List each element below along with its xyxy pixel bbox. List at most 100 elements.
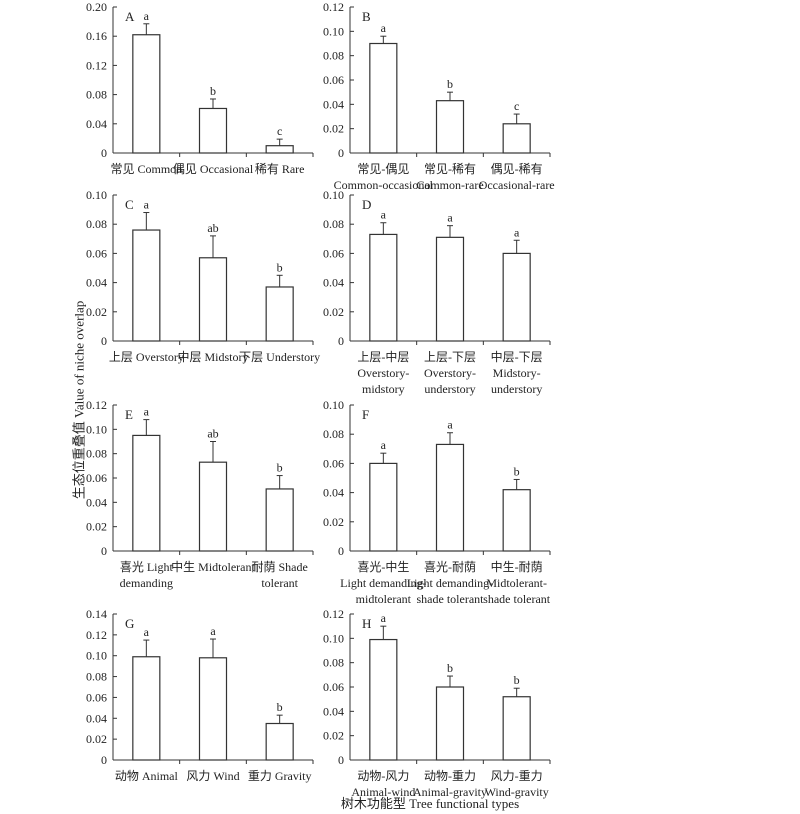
significance-letter: a	[514, 225, 520, 239]
significance-letter: b	[514, 673, 520, 687]
y-tick-label: 0.20	[86, 0, 107, 14]
category-label: understory	[491, 382, 542, 396]
significance-letter: c	[277, 124, 282, 138]
panel-label: A	[125, 9, 135, 24]
y-tick-label: 0.04	[86, 117, 107, 131]
y-tick-label: 0.06	[323, 456, 344, 470]
y-tick-label: 0.02	[323, 515, 344, 529]
y-tick-label: 0.04	[86, 711, 107, 725]
category-label: Wind-gravity	[485, 785, 549, 799]
y-tick-label: 0.10	[323, 398, 344, 412]
bar	[369, 462, 398, 552]
bar	[265, 488, 294, 552]
y-tick-label: 0.02	[86, 305, 107, 319]
bar	[132, 434, 161, 552]
x-axis-title: 树木功能型 Tree functional types	[340, 796, 520, 811]
y-tick-label: 0.10	[86, 422, 107, 436]
category-label: Overstory-	[424, 366, 476, 380]
y-tick-label: 0	[338, 334, 344, 348]
y-tick-label: 0.06	[86, 690, 107, 704]
y-tick-label: 0.04	[323, 97, 344, 111]
category-label: Common-occasional	[334, 178, 434, 192]
category-label: 中生 Midtolerant	[171, 559, 255, 574]
bar	[502, 696, 531, 761]
category-label: shade tolerant	[483, 592, 551, 606]
y-tick-label: 0	[338, 753, 344, 767]
category-label: 喜光 Light	[120, 560, 174, 574]
y-axis-title: 生态位重叠值 Value of niche overlap	[71, 300, 87, 500]
category-label: 中层-下层	[491, 349, 543, 364]
y-tick-label: 0	[338, 146, 344, 160]
category-label: Animal-wind	[351, 785, 415, 799]
category-label: 常见-稀有	[424, 162, 476, 176]
category-label: 稀有 Rare	[255, 162, 305, 176]
bar	[265, 145, 294, 154]
significance-letter: a	[144, 9, 150, 23]
significance-letter: a	[144, 625, 150, 639]
y-tick-label: 0.10	[323, 24, 344, 38]
y-tick-label: 0.04	[323, 486, 344, 500]
y-tick-label: 0.10	[86, 649, 107, 663]
panel-label: C	[125, 197, 134, 212]
significance-letter: a	[144, 198, 150, 212]
panel-label: H	[362, 616, 371, 631]
y-tick-label: 0.16	[86, 29, 107, 43]
bar	[198, 461, 228, 552]
significance-letter: c	[514, 99, 519, 113]
significance-letter: b	[277, 700, 283, 714]
y-tick-label: 0	[338, 544, 344, 558]
significance-letter: a	[381, 208, 387, 222]
category-label: 风力 Wind	[186, 769, 239, 783]
bar	[435, 686, 465, 761]
y-tick-label: 0.06	[86, 246, 107, 260]
category-label: Light demanding-	[340, 576, 426, 590]
y-tick-label: 0	[101, 334, 107, 348]
y-tick-label: 0.06	[323, 73, 344, 87]
category-label: demanding	[120, 576, 173, 590]
y-tick-label: 0.02	[323, 122, 344, 136]
bar	[435, 236, 465, 342]
category-label: Animal-gravity	[413, 785, 487, 799]
category-label: 动物-重力	[424, 769, 476, 783]
category-label: 动物-风力	[357, 769, 409, 783]
category-label: 下层 Understory	[239, 350, 320, 364]
y-tick-label: 0.08	[86, 670, 107, 684]
significance-letter: b	[210, 84, 216, 98]
significance-letter: b	[277, 260, 283, 274]
panel-label: F	[362, 407, 369, 422]
y-tick-label: 0.10	[323, 631, 344, 645]
bar	[265, 722, 294, 761]
y-tick-label: 0.12	[86, 398, 107, 412]
y-tick-label: 0.04	[86, 495, 107, 509]
bar	[435, 443, 465, 552]
bar	[132, 656, 161, 761]
bar	[369, 638, 398, 761]
significance-letter: a	[447, 211, 453, 225]
significance-letter: a	[381, 611, 387, 625]
y-tick-label: 0.08	[323, 49, 344, 63]
significance-letter: b	[277, 461, 283, 475]
bar	[198, 657, 228, 761]
category-label: Overstory-	[357, 366, 409, 380]
bar	[502, 252, 531, 342]
y-tick-label: 0.10	[323, 188, 344, 202]
y-tick-label: 0	[101, 544, 107, 558]
category-label: 风力-重力	[491, 769, 543, 783]
significance-letter: b	[447, 661, 453, 675]
y-tick-label: 0	[101, 753, 107, 767]
y-tick-label: 0.08	[86, 88, 107, 102]
category-label: 偶见-稀有	[491, 162, 543, 176]
category-label: shade tolerant	[417, 592, 485, 606]
category-label: 耐荫 Shade	[252, 560, 308, 574]
category-label: understory	[424, 382, 475, 396]
panel-label: G	[125, 616, 134, 631]
category-label: 常见-偶见	[357, 162, 409, 176]
significance-letter: b	[447, 77, 453, 91]
y-tick-label: 0.08	[86, 447, 107, 461]
category-label: 喜光-耐荫	[424, 560, 476, 574]
y-tick-label: 0	[101, 146, 107, 160]
y-tick-label: 0.10	[86, 188, 107, 202]
panel-label: D	[362, 197, 371, 212]
category-label: 中层 Midstory	[177, 349, 248, 364]
category-label: 上层 Overstory	[109, 350, 184, 364]
